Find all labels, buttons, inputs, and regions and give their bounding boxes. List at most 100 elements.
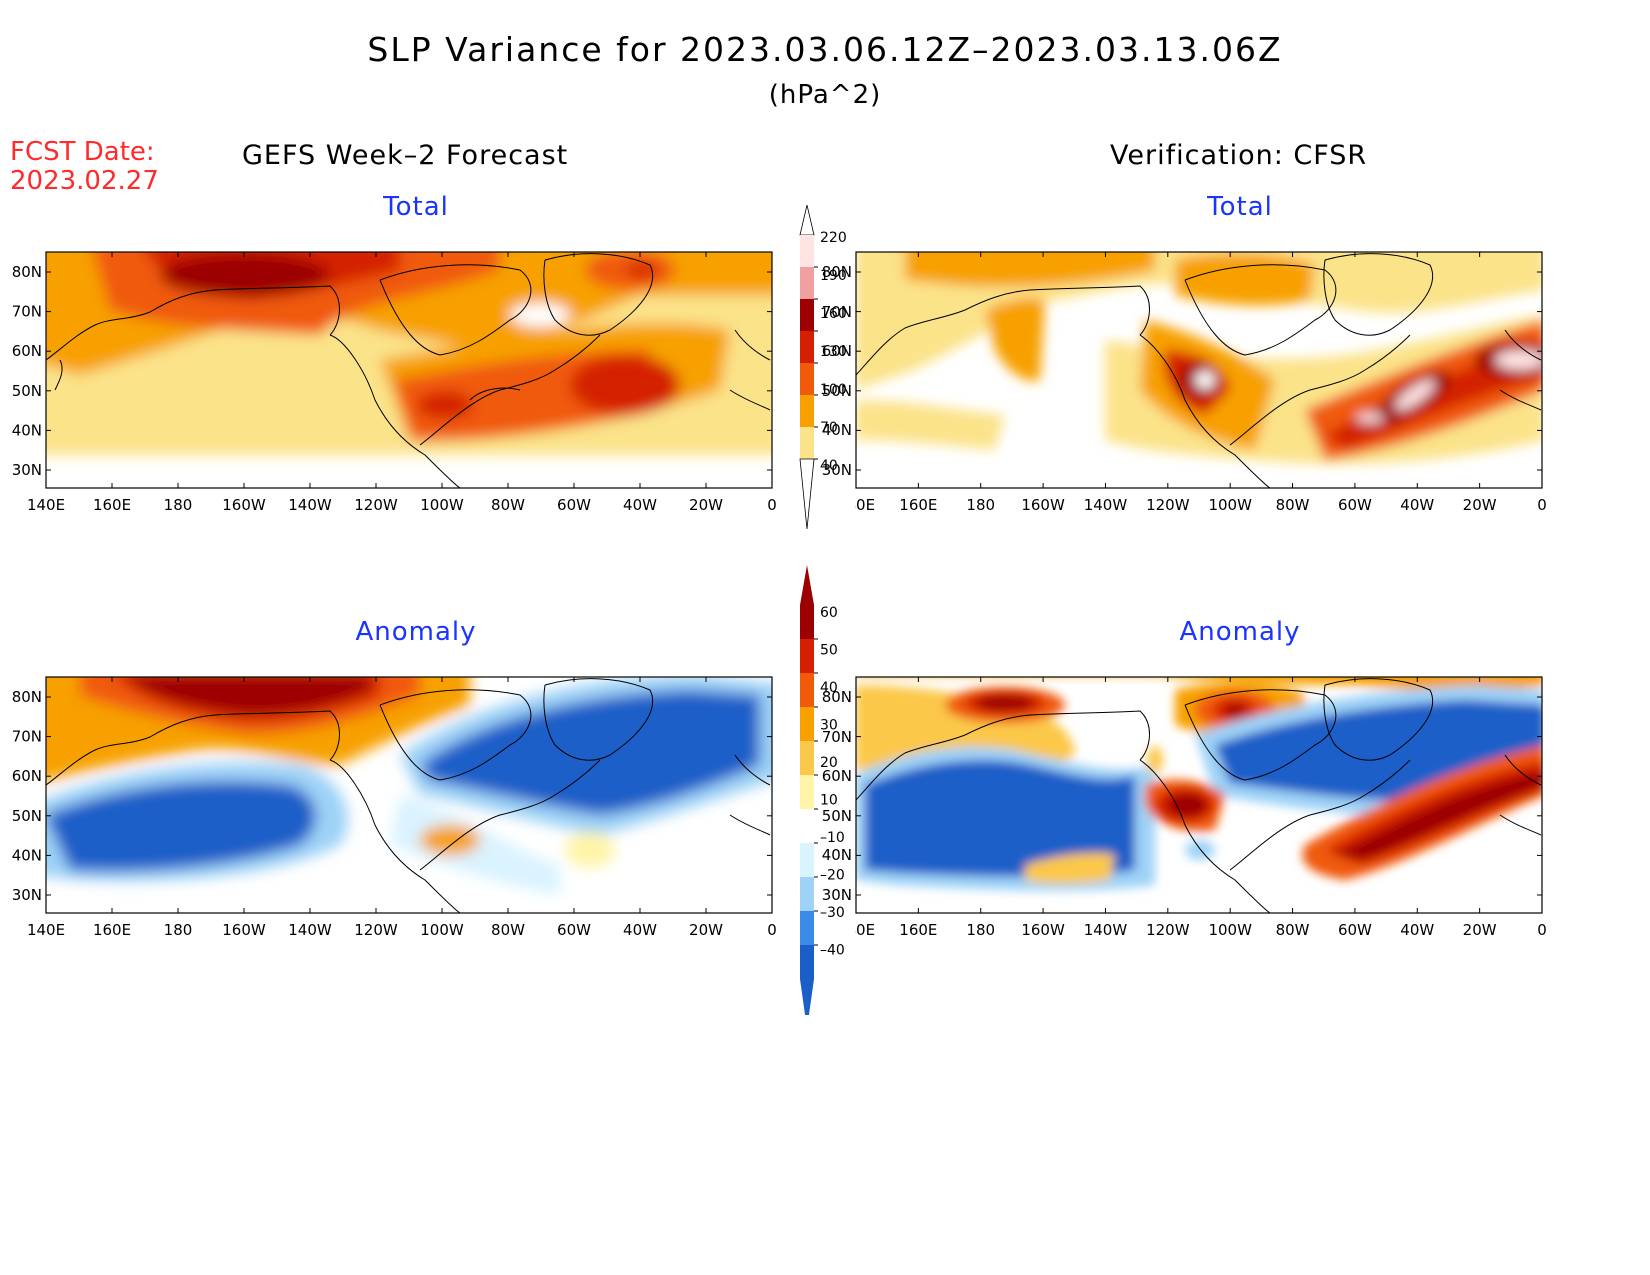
colorbar-swatch	[800, 299, 814, 331]
lat-tick-label: 60N	[12, 342, 42, 360]
lon-tick-label: 160W	[222, 496, 266, 514]
lat-tick-label: 70N	[821, 727, 852, 746]
colorbar-swatch	[800, 605, 814, 639]
colorbar-swatch	[800, 331, 814, 363]
colorbar-swatch	[800, 809, 814, 843]
lon-tick-label: 80W	[491, 921, 525, 939]
lon-tick-label: 60W	[557, 921, 591, 939]
colorbar-tick-label: 40	[820, 680, 838, 696]
colorbar-tick-label: –40	[820, 943, 845, 959]
colorbar-tick-label: 190	[820, 268, 847, 284]
colorbar-anomaly: 60 50 40 30 20 10 –10 –20 –30 –40	[800, 565, 845, 1015]
colorbar-swatch	[800, 235, 814, 267]
lon-tick-label: 40W	[1400, 921, 1434, 939]
coastline-outline	[856, 678, 1542, 913]
lon-tick-label: 0	[1537, 496, 1547, 514]
coastline-outline	[46, 678, 771, 913]
colorbar-swatch	[800, 775, 814, 809]
map-verification-total: 140E 160E 180 160W 140W 120W 100W 80W 60W 40W 20W 0	[855, 251, 1547, 514]
column-title-verification: Verification: CFSR	[1110, 140, 1368, 171]
lat-tick-label: 30N	[821, 461, 852, 479]
lon-tick-label: 180	[164, 921, 193, 939]
colorbar-tick-label: 70	[820, 420, 838, 436]
colorbar-swatch	[800, 707, 814, 741]
lat-tick-label: 80N	[12, 688, 42, 706]
lat-tick-label: 50N	[12, 807, 42, 825]
lat-tick-label: 70N	[12, 303, 42, 321]
lat-tick-label: 50N	[821, 806, 852, 825]
lon-tick-label: 140E	[27, 496, 65, 514]
lon-tick-label: 160W	[1021, 921, 1065, 939]
lon-tick-label: 0	[1537, 921, 1547, 939]
main-title: SLP Variance for 2023.03.06.12Z–2023.03.…	[367, 30, 1283, 69]
lon-tick-label: 60W	[557, 496, 591, 514]
colorbar-tick-label: 20	[820, 755, 838, 771]
colorbar-swatch	[800, 843, 814, 877]
lon-tick-label: 140W	[1084, 496, 1128, 514]
colorbar-tick-label: 160	[820, 306, 847, 322]
lat-tick-label: 50N	[821, 381, 852, 400]
lat-tick-label: 30N	[12, 886, 42, 904]
lon-tick-label: 140W	[288, 921, 332, 939]
lon-tick-label: 100W	[1208, 496, 1252, 514]
lon-tick-label: 140E	[27, 921, 65, 939]
colorbar-tick-label: 220	[820, 230, 847, 246]
lat-tick-label: 60N	[12, 767, 42, 785]
lon-tick-label: 80W	[1276, 921, 1310, 939]
colorbar-tick-label: –30	[820, 905, 845, 921]
panel-title-verification-total: Total	[1207, 192, 1273, 222]
lat-tick-label: 80N	[12, 263, 42, 281]
lon-tick-label: 20W	[689, 496, 723, 514]
lon-tick-label: 60W	[1338, 921, 1372, 939]
colorbar-swatch	[800, 945, 814, 979]
panel-title-forecast-total: Total	[383, 192, 449, 222]
lon-tick-label: 160E	[93, 921, 131, 939]
lon-tick-label: 120W	[354, 921, 398, 939]
lon-tick-label: 160E	[899, 496, 937, 514]
lat-tick-label: 40N	[12, 421, 42, 439]
colorbar-total: 220 190 160 130 100 70 40	[799, 205, 847, 530]
forecast-date-block: FCST Date: 2023.02.27	[10, 138, 159, 196]
colorbar-swatch	[800, 363, 814, 395]
lon-tick-label: 100W	[420, 921, 464, 939]
lon-tick-label: 160E	[93, 496, 131, 514]
lon-tick-label: 160E	[899, 921, 937, 939]
lat-tick-label: 80N	[821, 688, 852, 706]
map-forecast-total: 140E 160E 180 160W 140W 120W 100W 80W 60W 40W 20W 0…	[12, 251, 777, 514]
colorbar-tick-label: 130	[820, 344, 847, 360]
lat-tick-label: 30N	[12, 461, 42, 479]
colorbar-tick-label: 30	[820, 718, 838, 734]
lat-tick-label: 70N	[12, 728, 42, 746]
coastline-outline	[46, 253, 771, 488]
colorbar-tick-label: 50	[820, 643, 838, 659]
lon-tick-label: 40W	[623, 921, 657, 939]
lon-tick-label: 140E	[855, 496, 875, 514]
lon-tick-label: 80W	[1276, 496, 1310, 514]
lon-tick-label: 100W	[1208, 921, 1252, 939]
colorbar-tick-label: 60	[820, 605, 838, 621]
map-verification-anomaly: 140E 160E 180 160W 140W 120W 100W 80W 60W 40W 20W 0	[855, 676, 1547, 939]
units-label: (hPa^2)	[768, 80, 882, 110]
lat-tick-label: 60N	[821, 767, 852, 786]
lat-tick-label: 80N	[821, 263, 852, 281]
lat-tick-label: 40N	[12, 846, 42, 864]
column-title-forecast: GEFS Week–2 Forecast	[242, 140, 569, 171]
colorbar-swatch	[800, 741, 814, 775]
lon-tick-label: 100W	[420, 496, 464, 514]
lon-tick-label: 60W	[1338, 496, 1372, 514]
lon-tick-label: 40W	[1400, 496, 1434, 514]
lon-tick-label: 140W	[1084, 921, 1128, 939]
lon-tick-label: 120W	[354, 496, 398, 514]
lat-tick-label: 30N	[821, 886, 852, 904]
map-forecast-anomaly: 140E 160E 180 160W 140W 120W 100W 80W 60W 40W 20W 0…	[12, 676, 777, 939]
lat-tick-label: 70N	[821, 302, 852, 321]
lon-tick-label: 140W	[288, 496, 332, 514]
forecast-date-value: 2023.02.27	[10, 166, 159, 196]
lat-tick-label: 40N	[821, 421, 852, 440]
panel-title-forecast-anomaly: Anomaly	[355, 617, 477, 647]
colorbar-tick-label: –20	[820, 868, 845, 884]
lon-tick-label: 20W	[689, 921, 723, 939]
lon-tick-label: 160W	[1021, 496, 1065, 514]
lon-tick-label: 180	[966, 496, 995, 514]
lon-tick-label: 160W	[222, 921, 266, 939]
